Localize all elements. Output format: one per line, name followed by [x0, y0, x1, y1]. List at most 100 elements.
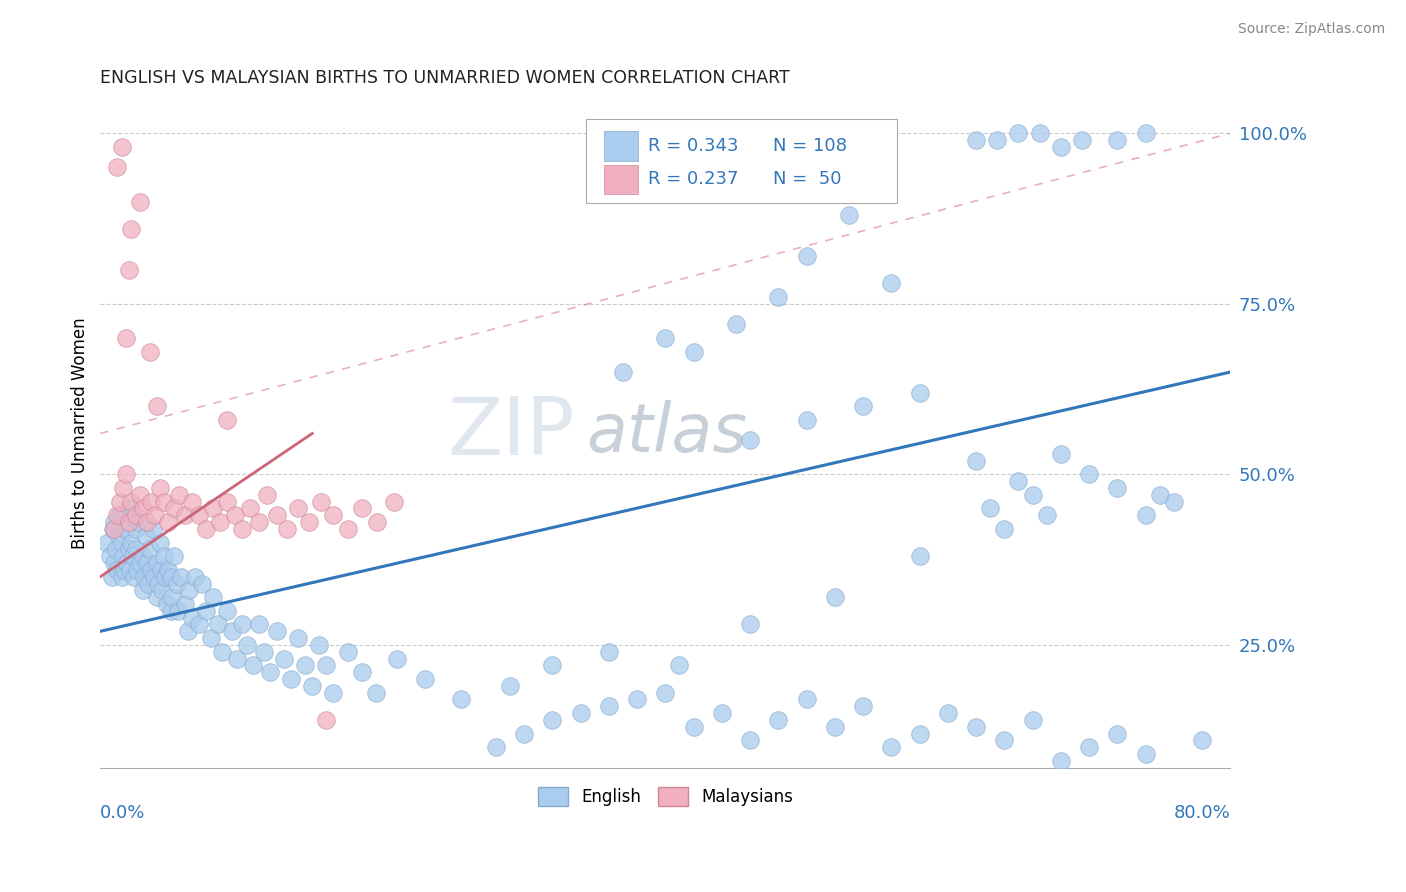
Point: [177, 624, 200, 639]
Point: [166, 576, 188, 591]
Point: [129, 556, 152, 570]
Point: [129, 488, 152, 502]
Point: [114, 467, 136, 482]
Point: [301, 679, 323, 693]
Point: [134, 570, 156, 584]
Point: [152, 583, 174, 598]
Point: [121, 549, 143, 564]
Point: [114, 331, 136, 345]
Point: [979, 501, 1001, 516]
Point: [908, 726, 931, 740]
Point: [120, 221, 142, 235]
Point: [852, 699, 875, 714]
Point: [209, 515, 232, 529]
Point: [236, 638, 259, 652]
Point: [908, 549, 931, 564]
Point: [298, 515, 321, 529]
Point: [120, 535, 142, 549]
Point: [1007, 474, 1029, 488]
Point: [1007, 126, 1029, 140]
Point: [231, 617, 253, 632]
Point: [174, 508, 197, 523]
Point: [499, 679, 522, 693]
Point: [1021, 713, 1043, 727]
Point: [163, 501, 186, 516]
Point: [364, 686, 387, 700]
Legend: English, Malaysians: English, Malaysians: [531, 780, 800, 813]
Point: [156, 597, 179, 611]
Point: [110, 140, 132, 154]
Point: [993, 733, 1015, 747]
Point: [682, 344, 704, 359]
Point: [350, 501, 373, 516]
Point: [598, 645, 620, 659]
Point: [852, 399, 875, 413]
Point: [103, 556, 125, 570]
Point: [200, 631, 222, 645]
Point: [682, 720, 704, 734]
Point: [1071, 133, 1094, 147]
Point: [880, 277, 903, 291]
Point: [513, 726, 536, 740]
Point: [569, 706, 592, 720]
Point: [211, 645, 233, 659]
Point: [287, 631, 309, 645]
Point: [993, 522, 1015, 536]
Point: [108, 508, 131, 523]
Text: R = 0.343: R = 0.343: [648, 137, 740, 155]
Point: [266, 508, 288, 523]
Point: [1107, 481, 1129, 495]
Point: [768, 290, 790, 304]
Point: [146, 590, 169, 604]
Point: [160, 570, 183, 584]
Point: [101, 522, 124, 536]
Point: [315, 713, 337, 727]
Point: [936, 706, 959, 720]
Point: [117, 542, 139, 557]
Point: [143, 570, 166, 584]
Point: [202, 590, 225, 604]
Point: [202, 501, 225, 516]
Point: [322, 508, 344, 523]
Point: [1191, 733, 1213, 747]
Point: [336, 645, 359, 659]
FancyBboxPatch shape: [605, 131, 638, 161]
Point: [167, 604, 190, 618]
Point: [986, 133, 1008, 147]
Text: ENGLISH VS MALAYSIAN BIRTHS TO UNMARRIED WOMEN CORRELATION CHART: ENGLISH VS MALAYSIAN BIRTHS TO UNMARRIED…: [100, 69, 790, 87]
Point: [350, 665, 373, 680]
Point: [124, 508, 146, 523]
FancyBboxPatch shape: [586, 120, 897, 202]
Point: [132, 549, 155, 564]
Point: [226, 651, 249, 665]
Point: [1035, 508, 1057, 523]
Point: [118, 563, 141, 577]
Point: [141, 563, 163, 577]
Point: [141, 494, 163, 508]
Text: 80.0%: 80.0%: [1174, 805, 1230, 822]
Point: [157, 515, 180, 529]
Point: [111, 481, 134, 495]
Point: [796, 692, 818, 706]
Point: [138, 576, 160, 591]
Point: [149, 535, 172, 549]
Point: [108, 494, 131, 508]
Point: [965, 720, 987, 734]
Point: [541, 658, 564, 673]
Point: [120, 494, 142, 508]
Point: [724, 318, 747, 332]
Point: [485, 740, 508, 755]
Point: [221, 624, 243, 639]
Point: [738, 434, 761, 448]
Point: [136, 515, 159, 529]
Text: Source: ZipAtlas.com: Source: ZipAtlas.com: [1237, 22, 1385, 37]
Point: [146, 399, 169, 413]
Point: [105, 563, 128, 577]
Point: [188, 617, 211, 632]
Point: [146, 556, 169, 570]
Point: [142, 522, 165, 536]
Point: [105, 161, 128, 175]
Point: [247, 515, 270, 529]
Point: [965, 454, 987, 468]
Point: [598, 699, 620, 714]
